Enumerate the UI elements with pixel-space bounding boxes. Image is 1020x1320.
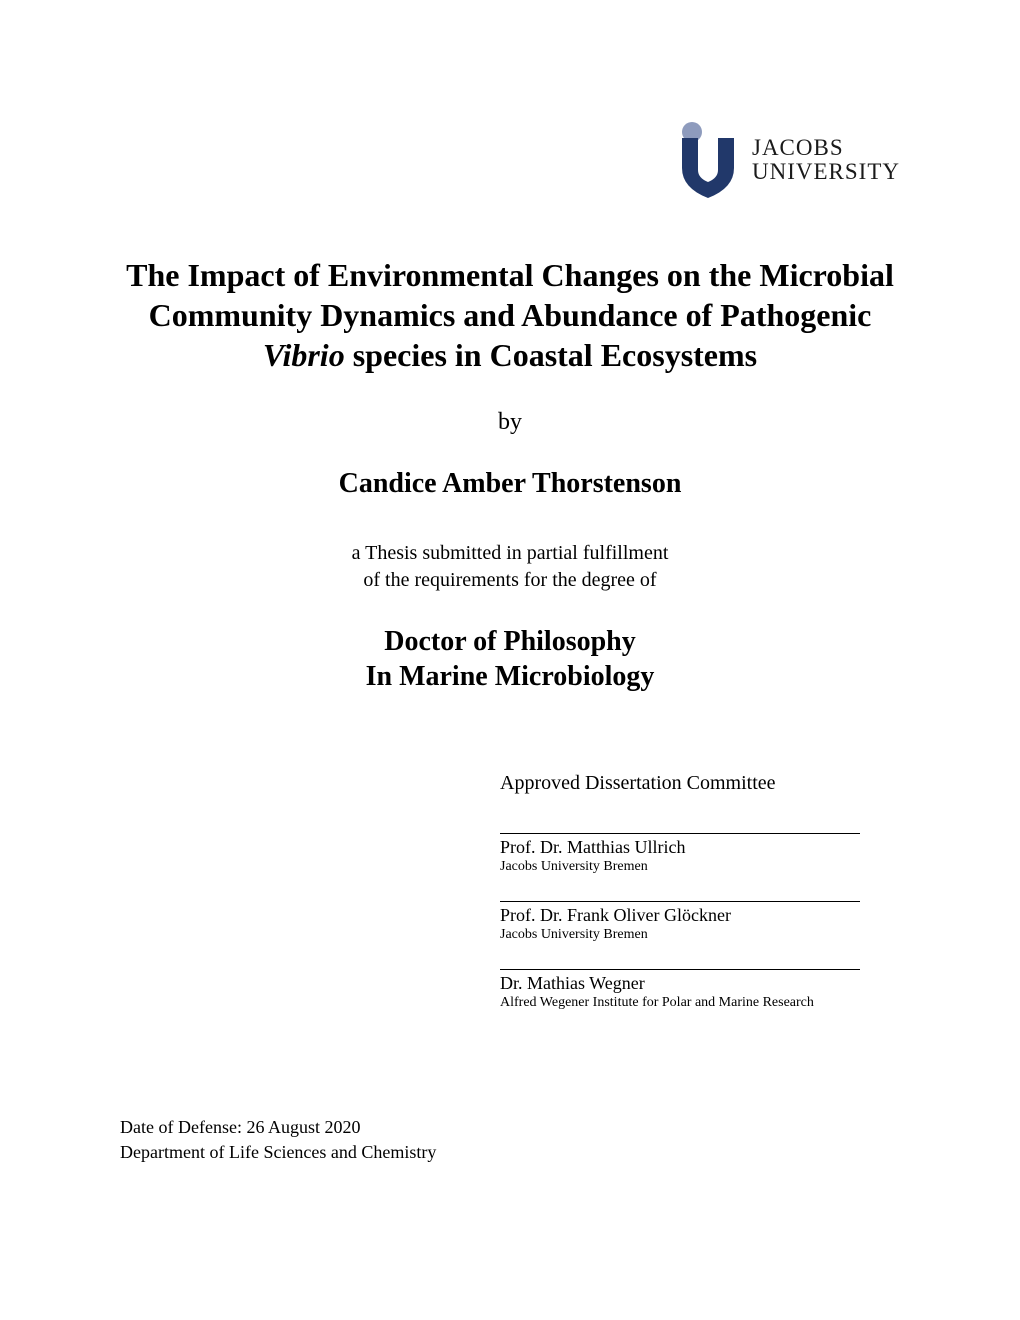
fulfillment-line2: of the requirements for the degree of <box>120 567 900 594</box>
logo-text: JACOBS UNIVERSITY <box>752 136 900 184</box>
fulfillment-line1: a Thesis submitted in partial fulfillmen… <box>120 540 900 567</box>
title-pre: The Impact of Environmental Changes on t… <box>126 257 894 333</box>
degree-line2: In Marine Microbiology <box>120 659 900 694</box>
footer-block: Date of Defense: 26 August 2020 Departme… <box>120 1115 436 1165</box>
committee-member: Prof. Dr. Frank Oliver Glöckner Jacobs U… <box>500 901 920 943</box>
committee-name: Dr. Mathias Wegner <box>500 973 920 994</box>
university-logo: JACOBS UNIVERSITY <box>672 120 900 200</box>
thesis-title: The Impact of Environmental Changes on t… <box>120 255 900 375</box>
signature-line <box>500 901 860 902</box>
committee-affiliation: Jacobs University Bremen <box>500 927 920 943</box>
committee-heading: Approved Dissertation Committee <box>500 772 920 795</box>
committee-block: Approved Dissertation Committee Prof. Dr… <box>500 772 920 1011</box>
logo-line1: JACOBS <box>752 136 900 160</box>
signature-line <box>500 969 860 970</box>
logo-container: JACOBS UNIVERSITY <box>120 120 900 200</box>
committee-name: Prof. Dr. Matthias Ullrich <box>500 837 920 858</box>
fulfillment-text: a Thesis submitted in partial fulfillmen… <box>120 540 900 594</box>
committee-affiliation: Alfred Wegener Institute for Polar and M… <box>500 995 920 1011</box>
by-label: by <box>120 409 900 436</box>
committee-member: Dr. Mathias Wegner Alfred Wegener Instit… <box>500 969 920 1011</box>
title-post: species in Coastal Ecosystems <box>345 337 757 373</box>
degree-line1: Doctor of Philosophy <box>120 624 900 659</box>
shield-icon <box>672 120 744 200</box>
title-italic: Vibrio <box>263 337 345 373</box>
committee-member: Prof. Dr. Matthias Ullrich Jacobs Univer… <box>500 833 920 875</box>
degree-title: Doctor of Philosophy In Marine Microbiol… <box>120 624 900 694</box>
defense-date: Date of Defense: 26 August 2020 <box>120 1115 436 1140</box>
committee-name: Prof. Dr. Frank Oliver Glöckner <box>500 905 920 926</box>
author-name: Candice Amber Thorstenson <box>120 468 900 500</box>
signature-line <box>500 833 860 834</box>
logo-line2: UNIVERSITY <box>752 160 900 184</box>
committee-affiliation: Jacobs University Bremen <box>500 859 920 875</box>
department: Department of Life Sciences and Chemistr… <box>120 1140 436 1165</box>
